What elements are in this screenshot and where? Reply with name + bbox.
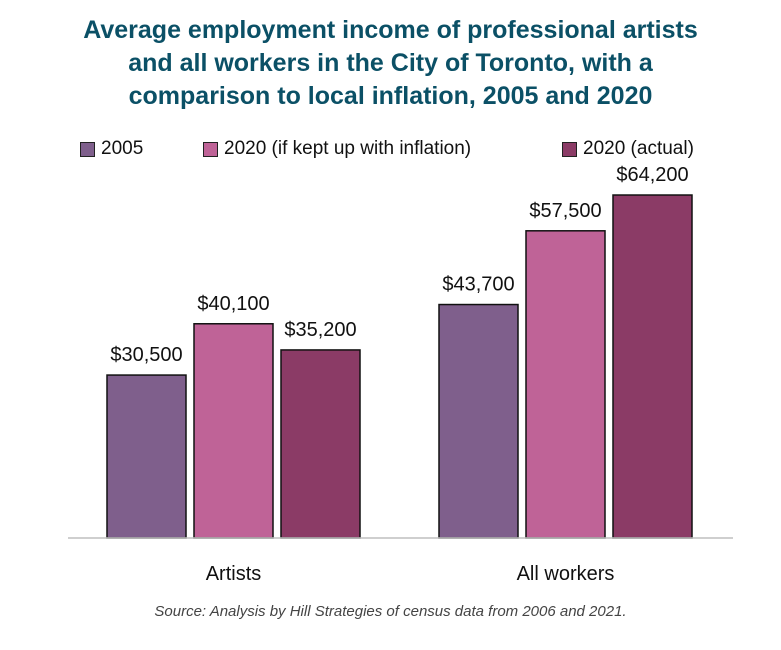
bar-artists-2020-actual [280,349,361,539]
chart-title-line-3: comparison to local inflation, 2005 and … [128,82,653,110]
legend-item-2020-actual: 2020 (actual) [562,138,694,160]
legend-swatch-2020-actual [562,141,577,157]
data-label-artists-2005: $30,500 [110,344,182,366]
data-label-artists-2020-actual: $35,200 [284,319,356,341]
data-label-artists-2020-if-kept-up-with-inflation: $40,100 [197,293,269,315]
legend-swatch-2005 [80,141,95,157]
legend-label-2005: 2005 [101,138,144,159]
chart-title-line-1: Average employment income of professiona… [83,16,698,44]
bar-artists-2020-if-kept-up-with-inflation [193,323,274,539]
data-label-all-workers-2020-if-kept-up-with-inflation: $57,500 [529,200,601,222]
source-note: Source: Analysis by Hill Strategies of c… [154,603,627,620]
legend-swatch-2020-inflation [203,141,218,157]
bar-artists-2005 [106,374,187,539]
bar-all-workers-2020-if-kept-up-with-inflation [525,230,606,539]
bar-all-workers-2005 [438,303,519,539]
data-label-all-workers-2005: $43,700 [442,274,514,296]
category-label-artists: Artists [206,563,262,585]
legend-item-2005: 2005 [80,138,143,160]
bar-all-workers-2020-actual [612,194,693,539]
category-label-all-workers: All workers [517,563,615,585]
legend-label-2020-actual: 2020 (actual) [583,138,694,159]
chart-title: Average employment income of professiona… [40,14,741,113]
legend-label-2020-inflation: 2020 (if kept up with inflation) [224,138,472,159]
legend-item-2020-inflation: 2020 (if kept up with inflation) [203,138,471,160]
chart-title-line-2: and all workers in the City of Toronto, … [128,49,653,77]
data-label-all-workers-2020-actual: $64,200 [616,164,688,186]
bar-chart: $30,500 $40,100 $35,200 Artists $43,700 $57,5… [68,164,733,585]
